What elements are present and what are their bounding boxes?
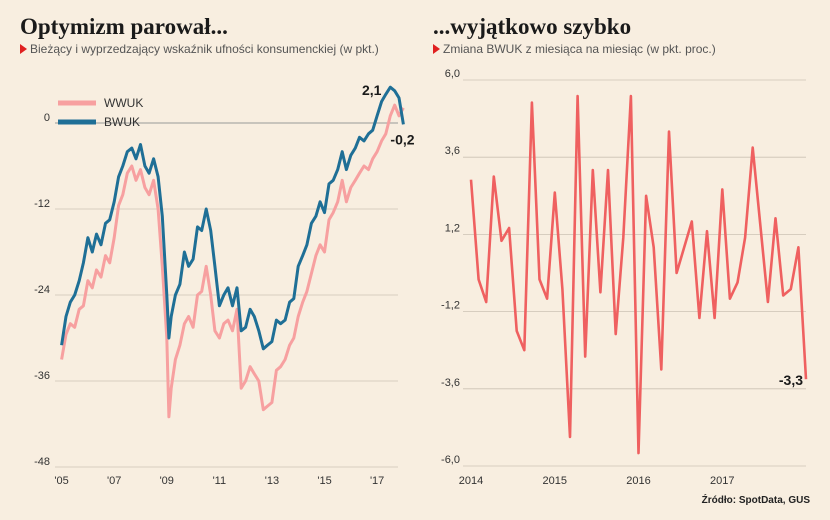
left-x-tick-label: '13 [265,475,279,487]
subtitle-marker-icon [433,44,440,54]
left-y-tick-label: -12 [34,198,50,210]
left-y-tick-label: 0 [44,112,50,124]
left-subtitle: Bieżący i wyprzedzający wskaźnik ufności… [20,42,379,56]
right-y-tick-label: 1,2 [445,222,460,234]
right-y-tick-label: -6,0 [441,454,460,466]
right-subtitle: Zmiana BWUK z miesiąca na miesiąc (w pkt… [433,42,716,56]
right-x-tick-label: 2014 [459,475,483,487]
bwuk-line [60,85,405,351]
left-y-tick-label: -36 [34,370,50,382]
left-x-tick-label: '15 [317,475,331,487]
right-x-tick-label: 2017 [710,475,734,487]
annotation-change-last: -3,3 [779,372,803,388]
left-y-tick-label: -48 [34,456,50,468]
source-note: Źródło: SpotData, GUS [701,495,810,506]
right-subtitle-text: Zmiana BWUK z miesiąca na miesiąc (w pkt… [443,42,716,56]
right-y-tick-label: 3,6 [445,145,460,157]
right-x-tick-label: 2016 [626,475,650,487]
left-x-tick-label: '17 [370,475,384,487]
left-x-tick-label: '09 [160,475,174,487]
left-subtitle-text: Bieżący i wyprzedzający wskaźnik ufności… [30,42,379,56]
legend-label-wwuk: WWUK [104,96,143,110]
left-x-tick-label: '05 [54,475,68,487]
right-title: ...wyjątkowo szybko [433,14,632,39]
subtitle-marker-icon [20,44,27,54]
right-x-tick-label: 2015 [543,475,567,487]
right-panel: ...wyjątkowo szybko Zmiana BWUK z miesią… [415,0,830,520]
annotation-bwuk-last: -0,2 [390,131,414,147]
left-x-tick-label: '11 [213,475,227,487]
left-title: Optymizm parował... [20,14,228,39]
left-x-tick-label: '07 [107,475,121,487]
bwuk-change-line [469,94,808,455]
wwuk-line [60,103,405,419]
legend-label-bwuk: BWUK [104,115,140,129]
right-y-tick-label: -3,6 [441,377,460,389]
right-y-tick-label: -1,2 [441,300,460,312]
right-y-tick-label: 6,0 [445,68,460,80]
left-y-tick-label: -24 [34,284,50,296]
left-panel: Optymizm parował... Bieżący i wyprzedzaj… [20,14,379,56]
annotation-wwuk-last: 2,1 [362,82,382,98]
